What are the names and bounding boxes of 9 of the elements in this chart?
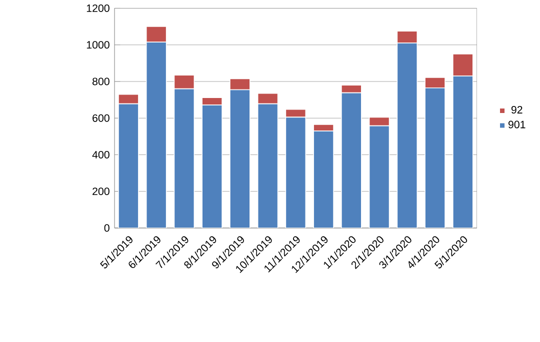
y-tick-label: 800 (92, 78, 110, 86)
legend-label: 92 (511, 106, 522, 114)
legend-label: 901 (508, 120, 526, 128)
y-tick-label: 0 (104, 224, 110, 232)
y-tick-label: 600 (92, 114, 110, 122)
y-tick-label: 1200 (86, 4, 110, 12)
y-tick-label: 1000 (86, 41, 110, 49)
y-tick-label: 200 (92, 188, 110, 196)
y-tick-label: 400 (92, 151, 110, 159)
